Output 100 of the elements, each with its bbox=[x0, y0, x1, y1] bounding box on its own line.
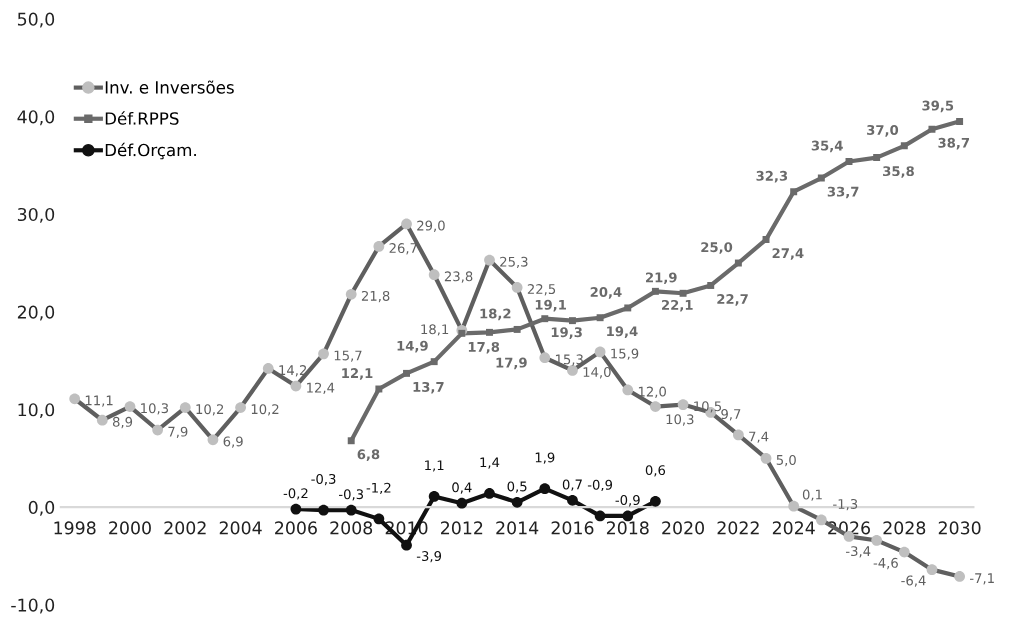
data-label: 10,2 bbox=[196, 404, 224, 416]
point bbox=[762, 236, 770, 244]
point bbox=[873, 154, 881, 162]
point bbox=[401, 218, 412, 230]
y-tick-label: -10,0 bbox=[11, 598, 55, 614]
data-label: 37,0 bbox=[867, 124, 899, 137]
data-label: -4,6 bbox=[873, 557, 898, 570]
y-tick-label: 30,0 bbox=[17, 207, 55, 223]
legend-label: Déf.Orçam. bbox=[105, 142, 196, 160]
point bbox=[760, 452, 772, 464]
point bbox=[539, 352, 551, 364]
point bbox=[788, 500, 800, 512]
data-label: 6,9 bbox=[223, 436, 243, 448]
x-tick-label: 2016 bbox=[551, 521, 594, 535]
x-tick-label: 2002 bbox=[164, 521, 206, 535]
data-label: 8,9 bbox=[112, 416, 133, 429]
data-label: 25,0 bbox=[701, 242, 733, 254]
point bbox=[345, 504, 357, 516]
data-label: 0,7 bbox=[562, 479, 582, 491]
point bbox=[484, 254, 495, 266]
data-label: -1,2 bbox=[366, 482, 391, 495]
data-label: 6,8 bbox=[357, 449, 380, 461]
data-label: -0,3 bbox=[338, 489, 364, 501]
x-tick-label: 2024 bbox=[772, 521, 815, 535]
x-tick-label: 2006 bbox=[275, 521, 317, 535]
point bbox=[567, 365, 578, 376]
data-label: -3,4 bbox=[846, 546, 871, 558]
x-tick-label: 2018 bbox=[606, 521, 649, 535]
data-label: -0,2 bbox=[283, 488, 308, 500]
data-label: 23,8 bbox=[444, 271, 473, 283]
point bbox=[511, 282, 523, 293]
data-label: 19,4 bbox=[607, 326, 638, 338]
point bbox=[790, 188, 798, 196]
data-label: 38,7 bbox=[938, 137, 970, 150]
data-label: 13,7 bbox=[413, 381, 444, 394]
data-label: 1,4 bbox=[480, 457, 500, 469]
data-label: 0,6 bbox=[645, 465, 666, 477]
point bbox=[954, 571, 965, 582]
data-label: 11,1 bbox=[85, 395, 113, 407]
point bbox=[428, 269, 440, 281]
data-label: -1,3 bbox=[833, 498, 858, 511]
data-label: 10,3 bbox=[141, 403, 169, 415]
y-tick-label: 20,0 bbox=[17, 305, 55, 321]
point bbox=[179, 402, 191, 413]
point bbox=[624, 304, 632, 312]
data-label: -0,9 bbox=[587, 479, 613, 492]
point bbox=[541, 315, 549, 323]
point bbox=[345, 288, 357, 300]
point bbox=[622, 510, 634, 522]
data-label: 15,7 bbox=[334, 350, 362, 362]
data-label: 25,3 bbox=[500, 256, 528, 269]
data-label: 17,9 bbox=[496, 357, 527, 370]
x-tick-label: 2028 bbox=[883, 521, 926, 535]
point bbox=[679, 289, 687, 297]
data-label: 17,8 bbox=[468, 341, 500, 354]
point bbox=[486, 328, 493, 336]
data-label: 10,3 bbox=[666, 414, 694, 426]
x-tick-label: 2014 bbox=[496, 521, 539, 535]
point bbox=[152, 424, 164, 436]
y-tick-label: 50,0 bbox=[17, 12, 55, 28]
point bbox=[124, 401, 136, 412]
point bbox=[513, 325, 521, 333]
data-label: 9,7 bbox=[721, 409, 741, 421]
point bbox=[707, 282, 715, 289]
data-label: 21,9 bbox=[646, 272, 677, 285]
point bbox=[458, 329, 466, 337]
data-label: 18,2 bbox=[480, 308, 511, 321]
data-label: 0,4 bbox=[452, 482, 472, 494]
data-label: 39,5 bbox=[922, 100, 954, 113]
point bbox=[511, 496, 523, 508]
point bbox=[484, 488, 495, 499]
data-label: 14,2 bbox=[279, 365, 307, 377]
data-label: 29,0 bbox=[417, 220, 445, 232]
y-tick-label: 0,0 bbox=[28, 500, 55, 516]
data-label: 33,7 bbox=[827, 186, 859, 199]
data-label: 22,1 bbox=[662, 299, 693, 312]
legend-label: Inv. e Inversões bbox=[105, 80, 234, 94]
point bbox=[651, 287, 659, 295]
point bbox=[677, 399, 689, 410]
x-tick-label: 2030 bbox=[938, 521, 981, 535]
y-tick-label: 10,0 bbox=[18, 403, 55, 419]
point bbox=[69, 393, 81, 405]
x-tick-label: 2000 bbox=[109, 521, 151, 535]
data-label: 19,3 bbox=[551, 327, 582, 339]
data-label: 22,7 bbox=[717, 294, 748, 306]
data-label: 32,3 bbox=[756, 170, 788, 183]
data-label: 20,4 bbox=[590, 287, 622, 299]
data-label: 35,8 bbox=[883, 166, 914, 178]
data-label: 35,4 bbox=[811, 140, 843, 153]
point bbox=[650, 495, 661, 507]
point bbox=[290, 380, 302, 392]
point bbox=[96, 414, 108, 426]
point bbox=[622, 384, 634, 396]
x-tick-label: 2012 bbox=[441, 521, 483, 535]
point bbox=[733, 429, 744, 441]
point bbox=[401, 539, 412, 551]
data-label: 12,0 bbox=[638, 386, 666, 398]
point bbox=[235, 402, 246, 413]
x-tick-label: 2020 bbox=[662, 521, 705, 535]
data-label: 14,0 bbox=[583, 367, 611, 379]
